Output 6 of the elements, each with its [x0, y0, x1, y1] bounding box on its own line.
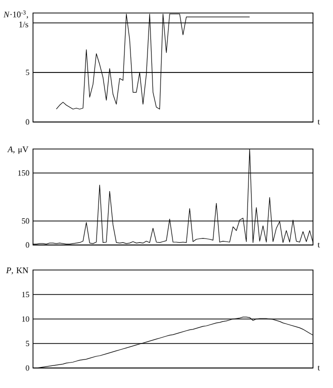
y-axis-title: P, KN [6, 268, 28, 274]
x-axis-title: t [318, 120, 320, 124]
x-axis-title: t [318, 242, 320, 248]
y-axis-title: N·10$^{-3}$, 1/s [4, 10, 28, 28]
y-axis-title: A, μV [7, 146, 28, 154]
x-axis-title: t [318, 366, 320, 370]
